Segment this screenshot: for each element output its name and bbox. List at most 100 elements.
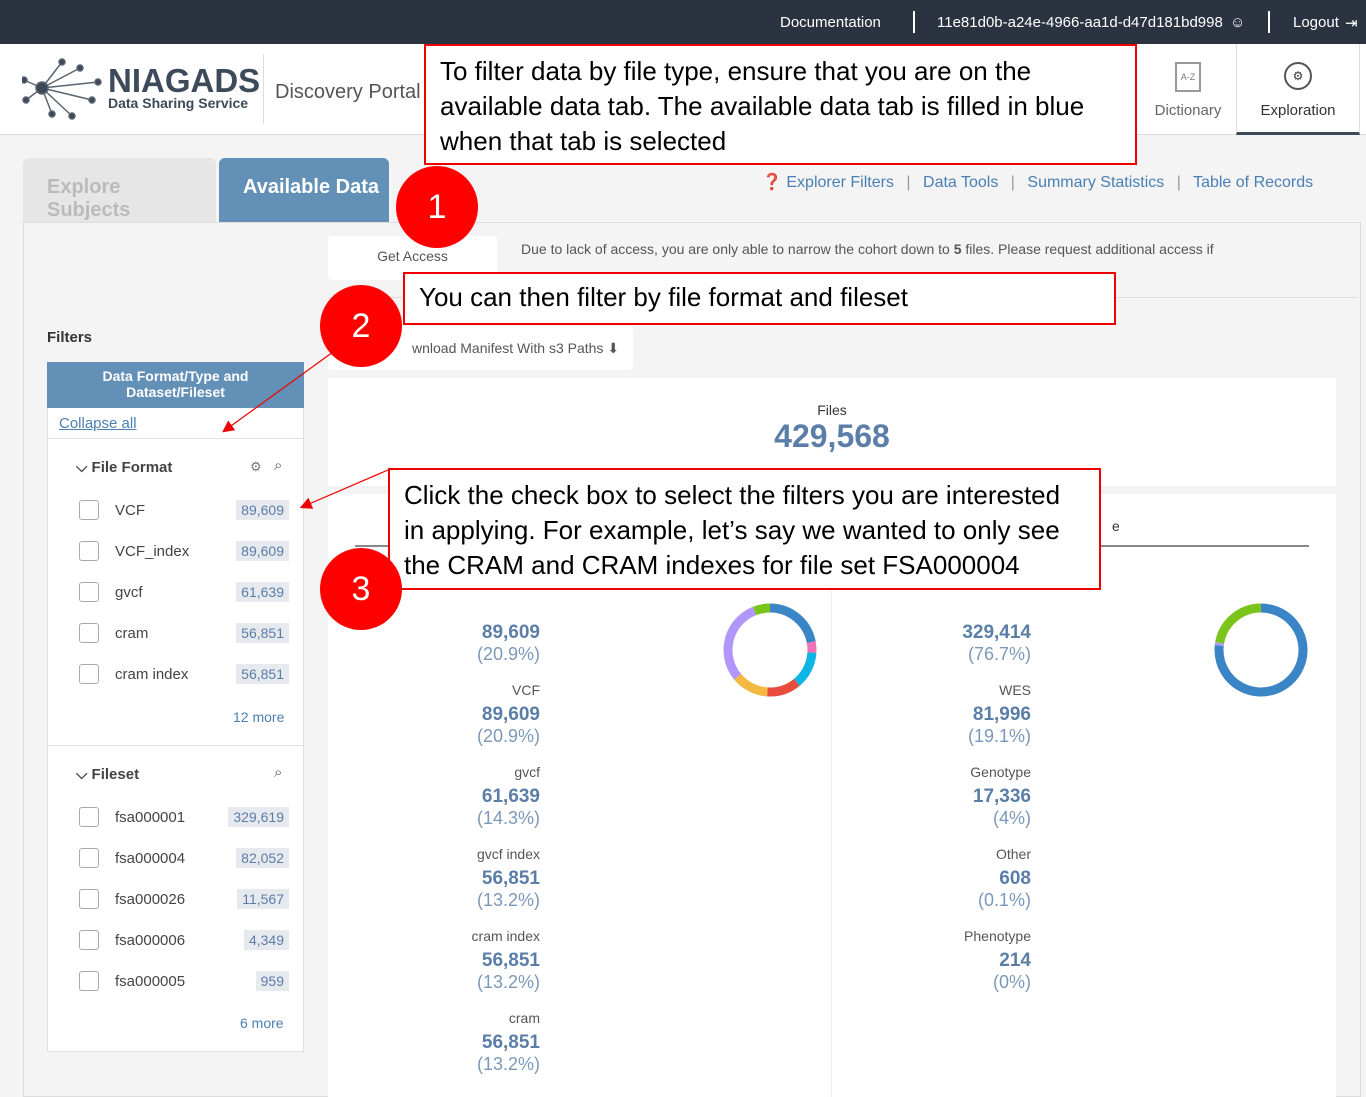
filter-option[interactable]: VCF_index 89,609 [79, 541, 289, 563]
link-explorer-filters[interactable]: Explorer Filters [786, 174, 894, 191]
stat-percent: (13.2%) [476, 1054, 540, 1074]
stat-percent: (19.1%) [967, 726, 1031, 746]
filter-option[interactable]: fsa000004 82,052 [79, 848, 289, 870]
stat-value: 214 [999, 950, 1031, 971]
checkbox[interactable] [79, 582, 99, 602]
nav-exploration[interactable]: ⚙ Exploration [1236, 44, 1360, 135]
filter-option-count: 4,349 [243, 930, 289, 950]
stat-label: Genotype [970, 764, 1031, 780]
fileset-toggle[interactable]: ⌵ Fileset [76, 766, 140, 783]
checkbox[interactable] [79, 500, 99, 520]
stat-item: gvcf index 56,851 (13.2%) [340, 846, 540, 911]
chevron-down-icon: ⌵ [76, 766, 88, 783]
donut-segment [1214, 603, 1308, 697]
callout-badge-1: 1 [396, 166, 478, 248]
link-table-of-records[interactable]: Table of Records [1193, 174, 1314, 191]
donut-segment [806, 641, 817, 653]
callout-badge-3: 3 [320, 548, 402, 630]
checkbox[interactable] [79, 664, 99, 684]
checkbox[interactable] [79, 930, 99, 950]
divider [47, 745, 304, 746]
stat-item: cram 56,851 (13.2%) [340, 1010, 540, 1075]
stat-item: VCF 89,609 (20.9%) [340, 682, 540, 747]
access-notice: Due to lack of access, you are only able… [521, 241, 1214, 257]
logout-icon: ⇥ [1345, 15, 1358, 32]
filter-option[interactable]: fsa000001 329,619 [79, 807, 289, 829]
donut-segment [793, 652, 817, 686]
data-type-donut-chart [1214, 603, 1308, 697]
link-data-tools[interactable]: Data Tools [923, 174, 999, 191]
stat-label: WES [999, 682, 1031, 698]
divider [263, 54, 264, 124]
filter-group-header[interactable]: Data Format/Type and Dataset/Fileset [47, 362, 304, 408]
logout-button[interactable]: Logout [1293, 14, 1339, 31]
stat-value: 608 [999, 868, 1031, 889]
stat-value: 89,609 [481, 622, 540, 643]
portal-title: Discovery Portal [275, 81, 421, 103]
search-icon[interactable]: ⌕ [274, 764, 283, 781]
filter-option-count: 56,851 [236, 623, 289, 643]
filter-option-count: 82,052 [236, 848, 289, 868]
filter-option[interactable]: gvcf 61,639 [79, 582, 289, 604]
stat-item: cram index 56,851 (13.2%) [340, 928, 540, 993]
callout-2: You can then filter by file format and f… [403, 272, 1116, 325]
file-format-toggle[interactable]: ⌵ File Format [76, 459, 173, 476]
nav-dictionary[interactable]: A-Z Dictionary [1142, 44, 1234, 135]
link-summary-statistics[interactable]: Summary Statistics [1027, 174, 1165, 191]
checkbox[interactable] [79, 848, 99, 868]
filter-option-count: 329,619 [228, 807, 289, 827]
filter-option-label: gvcf [115, 584, 143, 601]
checkbox[interactable] [79, 807, 99, 827]
niagads-logo-icon [22, 58, 102, 120]
donut-segment [769, 603, 816, 644]
filter-option[interactable]: fsa000005 959 [79, 971, 289, 993]
exploration-icon: ⚙ [1284, 62, 1312, 90]
filter-option[interactable]: VCF 89,609 [79, 500, 289, 522]
divider [1268, 11, 1270, 33]
stat-item: 89,609 (20.9%) [340, 600, 540, 665]
filter-option[interactable]: cram 56,851 [79, 623, 289, 645]
stat-percent: (13.2%) [476, 890, 540, 910]
filter-option-label: VCF_index [115, 543, 190, 560]
collapse-all-link[interactable]: Collapse all [59, 415, 137, 432]
divider [831, 547, 832, 1097]
search-icon[interactable]: ⌕ [274, 457, 283, 474]
logo-subtitle: Data Sharing Service [108, 95, 249, 111]
stat-label: Other [995, 846, 1031, 862]
filter-option[interactable]: fsa000006 4,349 [79, 930, 289, 952]
filter-option-label: fsa000004 [115, 850, 186, 867]
stat-label: Phenotype [964, 928, 1031, 944]
stat-percent: (76.7%) [967, 644, 1031, 664]
file-format-more-link[interactable]: 12 more [233, 709, 285, 725]
filter-option[interactable]: fsa000026 11,567 [79, 889, 289, 911]
tab-explore-subjects[interactable]: Explore Subjects [23, 158, 216, 222]
stat-label: VCF [512, 682, 540, 698]
checkbox[interactable] [79, 889, 99, 909]
checkbox[interactable] [79, 971, 99, 991]
files-count: 429,568 [774, 418, 890, 454]
stat-value: 89,609 [481, 704, 540, 725]
filter-option[interactable]: cram index 56,851 [79, 664, 289, 686]
logo-title: NIAGADS [108, 62, 261, 99]
settings-icon[interactable]: ⚙ [250, 459, 262, 474]
stat-value: 81,996 [972, 704, 1031, 725]
divider [47, 438, 304, 439]
tab-available-data[interactable]: Available Data [219, 158, 389, 222]
documentation-link[interactable]: Documentation [780, 14, 881, 31]
stat-label: cram index [471, 928, 540, 944]
filter-option-label: fsa000005 [115, 973, 186, 990]
user-id[interactable]: 11e81d0b-a24e-4966-aa1d-d47d181bd998 [937, 14, 1223, 31]
fileset-more-link[interactable]: 6 more [240, 1015, 284, 1031]
donut-segment [734, 673, 768, 697]
filter-option-label: VCF [115, 502, 145, 519]
checkbox[interactable] [79, 541, 99, 561]
donut-segment [752, 603, 771, 616]
file-format-donut-chart [723, 603, 817, 697]
filter-option-count: 56,851 [236, 664, 289, 684]
checkbox[interactable] [79, 623, 99, 643]
dictionary-icon: A-Z [1175, 62, 1201, 92]
stat-value: 17,336 [972, 786, 1031, 807]
stat-item: gvcf 61,639 (14.3%) [340, 764, 540, 829]
callout-3: Click the check box to select the filter… [388, 468, 1101, 590]
explorer-links: ❓ Explorer Filters | Data Tools | Summar… [762, 174, 1314, 191]
